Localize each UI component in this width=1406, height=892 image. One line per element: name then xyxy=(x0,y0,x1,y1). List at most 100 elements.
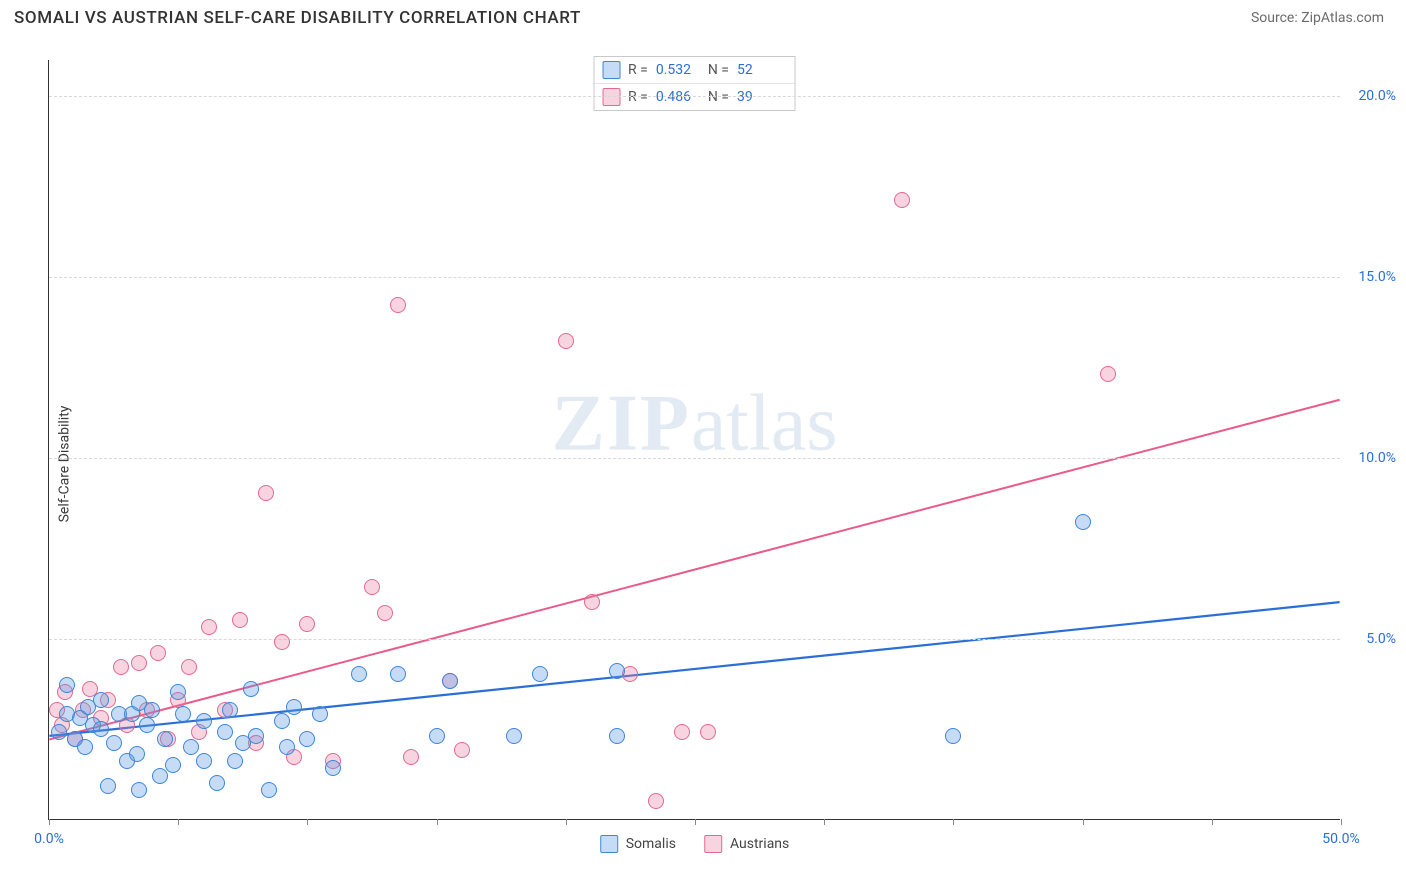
legend-item-austrians: Austrians xyxy=(704,835,789,853)
swatch-austrians xyxy=(704,835,722,853)
point-austrians xyxy=(454,742,470,758)
gridline xyxy=(49,96,1340,97)
point-somalis xyxy=(51,724,67,740)
x-tick xyxy=(1212,819,1213,825)
point-somalis xyxy=(227,753,243,769)
point-somalis xyxy=(129,746,145,762)
point-somalis xyxy=(609,728,625,744)
stats-row-somalis: R = 0.532 N = 52 xyxy=(594,57,795,84)
point-somalis xyxy=(196,713,212,729)
point-somalis xyxy=(312,706,328,722)
point-austrians xyxy=(364,579,380,595)
series-legend: Somalis Austrians xyxy=(600,835,790,853)
legend-item-somalis: Somalis xyxy=(600,835,676,853)
point-austrians xyxy=(894,192,910,208)
point-somalis xyxy=(506,728,522,744)
x-tick xyxy=(307,819,308,825)
point-austrians xyxy=(113,659,129,675)
point-somalis xyxy=(157,731,173,747)
point-austrians xyxy=(390,297,406,313)
point-somalis xyxy=(59,677,75,693)
x-tick-label: 0.0% xyxy=(34,831,64,847)
y-tick-label: 15.0% xyxy=(1358,269,1396,285)
gridline xyxy=(49,639,1340,640)
trend-lines xyxy=(49,60,1340,819)
x-tick xyxy=(1083,819,1084,825)
point-somalis xyxy=(170,684,186,700)
point-somalis xyxy=(351,666,367,682)
swatch-somalis xyxy=(602,61,620,79)
point-austrians xyxy=(1100,366,1116,382)
point-somalis xyxy=(217,724,233,740)
point-somalis xyxy=(93,721,109,737)
point-somalis xyxy=(325,760,341,776)
point-austrians xyxy=(558,333,574,349)
point-somalis xyxy=(175,706,191,722)
point-austrians xyxy=(150,645,166,661)
point-austrians xyxy=(377,605,393,621)
stat-r-somalis: 0.532 xyxy=(656,62,700,78)
point-austrians xyxy=(674,724,690,740)
chart-title: SOMALI VS AUSTRIAN SELF-CARE DISABILITY … xyxy=(14,8,581,28)
point-somalis xyxy=(442,673,458,689)
x-tick xyxy=(437,819,438,825)
point-somalis xyxy=(93,692,109,708)
point-somalis xyxy=(261,782,277,798)
point-somalis xyxy=(144,702,160,718)
chart-container: Self-Care Disability ZIPatlas R = 0.532 … xyxy=(0,36,1406,892)
point-somalis xyxy=(131,782,147,798)
x-tick xyxy=(1341,819,1342,825)
point-austrians xyxy=(403,749,419,765)
point-austrians xyxy=(131,655,147,671)
point-somalis xyxy=(139,717,155,733)
watermark: ZIPatlas xyxy=(552,379,838,470)
x-tick xyxy=(824,819,825,825)
point-somalis xyxy=(209,775,225,791)
x-tick xyxy=(953,819,954,825)
point-austrians xyxy=(232,612,248,628)
point-somalis xyxy=(77,739,93,755)
stat-n-label: N = xyxy=(708,62,729,78)
point-somalis xyxy=(106,735,122,751)
point-somalis xyxy=(429,728,445,744)
point-austrians xyxy=(274,634,290,650)
point-somalis xyxy=(299,731,315,747)
stat-n-somalis: 52 xyxy=(737,62,781,78)
y-tick-label: 10.0% xyxy=(1358,450,1396,466)
point-somalis xyxy=(243,681,259,697)
stat-r-label: R = xyxy=(628,62,648,78)
point-austrians xyxy=(648,793,664,809)
legend-label-austrians: Austrians xyxy=(730,836,789,852)
point-austrians xyxy=(299,616,315,632)
point-somalis xyxy=(279,739,295,755)
legend-label-somalis: Somalis xyxy=(626,836,676,852)
point-somalis xyxy=(165,757,181,773)
point-austrians xyxy=(584,594,600,610)
x-tick xyxy=(178,819,179,825)
point-somalis xyxy=(222,702,238,718)
x-tick xyxy=(49,819,50,825)
point-austrians xyxy=(258,485,274,501)
watermark-part-b: atlas xyxy=(691,380,838,468)
point-austrians xyxy=(181,659,197,675)
gridline xyxy=(49,277,1340,278)
point-somalis xyxy=(390,666,406,682)
plot-area: ZIPatlas R = 0.532 N = 52 R = 0.486 N = … xyxy=(48,60,1340,820)
point-somalis xyxy=(609,663,625,679)
point-somalis xyxy=(274,713,290,729)
y-tick-label: 5.0% xyxy=(1366,631,1396,647)
point-austrians xyxy=(700,724,716,740)
watermark-part-a: ZIP xyxy=(552,380,691,468)
x-tick xyxy=(566,819,567,825)
point-austrians xyxy=(201,619,217,635)
swatch-somalis xyxy=(600,835,618,853)
x-tick-label: 50.0% xyxy=(1322,831,1360,847)
point-somalis xyxy=(286,699,302,715)
point-somalis xyxy=(100,778,116,794)
source-label: Source: ZipAtlas.com xyxy=(1251,10,1384,26)
point-somalis xyxy=(152,768,168,784)
point-somalis xyxy=(248,728,264,744)
y-tick-label: 20.0% xyxy=(1358,88,1396,104)
x-tick xyxy=(695,819,696,825)
point-somalis xyxy=(1075,514,1091,530)
